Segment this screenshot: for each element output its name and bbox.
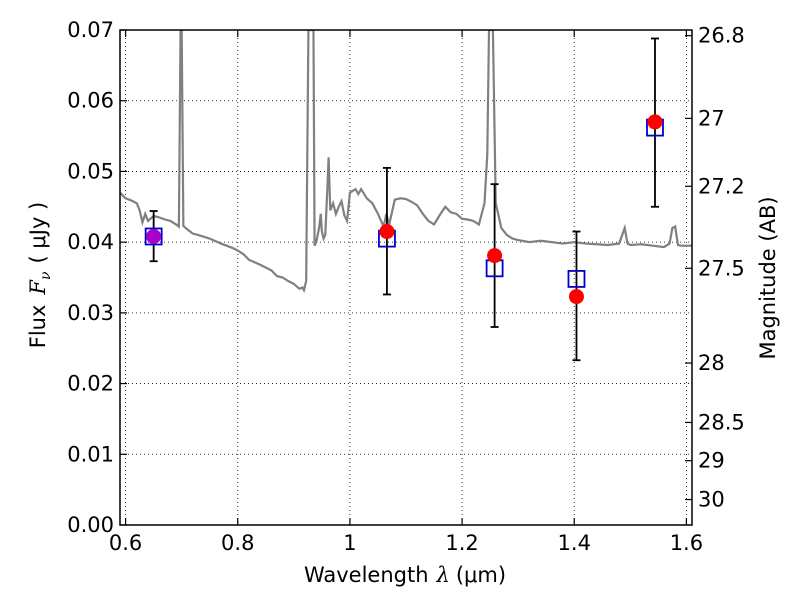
y2-tick-label-4: 28 [698, 351, 725, 375]
model-photometry-circle-1 [379, 224, 395, 240]
x-tick-label-5: 1.6 [670, 531, 703, 555]
y2-tick-label-0: 26.8 [698, 24, 745, 48]
x-tick-label-4: 1.4 [558, 531, 591, 555]
y-tick-label-5: 0.05 [67, 159, 114, 183]
y2-tick-label-2: 27.2 [698, 174, 745, 198]
y2-tick-label-1: 27 [698, 106, 725, 130]
x-axis-label-text: Wavelength [304, 563, 429, 587]
y2-tick-labels: 26.8 27 27.2 27.5 28 28.5 29 30 [698, 24, 745, 512]
y-tick-labels: 0.00 0.01 0.02 0.03 0.04 0.05 0.06 0.07 [67, 18, 114, 537]
y2-axis-label: Magnitude (AB) [756, 196, 780, 359]
model-photometry-circle-2 [487, 248, 503, 264]
y2-tick-label-7: 30 [698, 488, 725, 512]
y-tick-label-2: 0.02 [67, 372, 114, 396]
y-axis-symbol: F [26, 279, 50, 296]
observed-square-3 [567, 270, 586, 288]
y-tick-label-3: 0.03 [67, 301, 114, 325]
y-axis-label-text: Flux [26, 305, 50, 349]
model-photometry-circle-3 [568, 289, 584, 305]
x-axis-symbol: λ [436, 563, 450, 587]
grid-lines [120, 29, 692, 526]
y-tick-label-7: 0.07 [67, 18, 114, 42]
model-spectrum-line [120, 30, 692, 294]
observed-square-0 [144, 227, 163, 246]
y-axis-subscript: ν [38, 271, 54, 280]
model-photometry-circle-0 [146, 228, 162, 244]
plot-frame [119, 29, 693, 526]
y-tick-label-6: 0.06 [67, 89, 114, 113]
x-tick-label-2: 1 [343, 531, 356, 555]
x-tick-label-3: 1.2 [445, 531, 478, 555]
y2-tick-label-6: 29 [698, 449, 725, 473]
y2-tick-label-3: 27.5 [698, 256, 745, 280]
y-axis-unit: ( μJy ) [26, 202, 50, 264]
model-spectrum [120, 30, 692, 294]
y2-tick-label-5: 28.5 [698, 410, 745, 434]
x-tick-labels: 0.6 0.8 1 1.2 1.4 1.6 [109, 531, 703, 555]
model-photometry-points [146, 114, 663, 305]
axis-ticks [120, 29, 692, 526]
x-tick-label-1: 0.8 [221, 531, 254, 555]
model-photometry-circle-4 [647, 114, 663, 130]
x-tick-label-0: 0.6 [109, 531, 142, 555]
x-axis-label: Wavelength λ (μm) [304, 563, 506, 587]
y-tick-label-0: 0.00 [67, 513, 114, 537]
x-axis-unit: (μm) [456, 563, 506, 587]
observed-points [144, 118, 664, 288]
y-axis-label: Flux Fν ( μJy ) [26, 202, 54, 348]
y-tick-label-1: 0.01 [67, 442, 114, 466]
y-tick-label-4: 0.04 [67, 230, 114, 254]
